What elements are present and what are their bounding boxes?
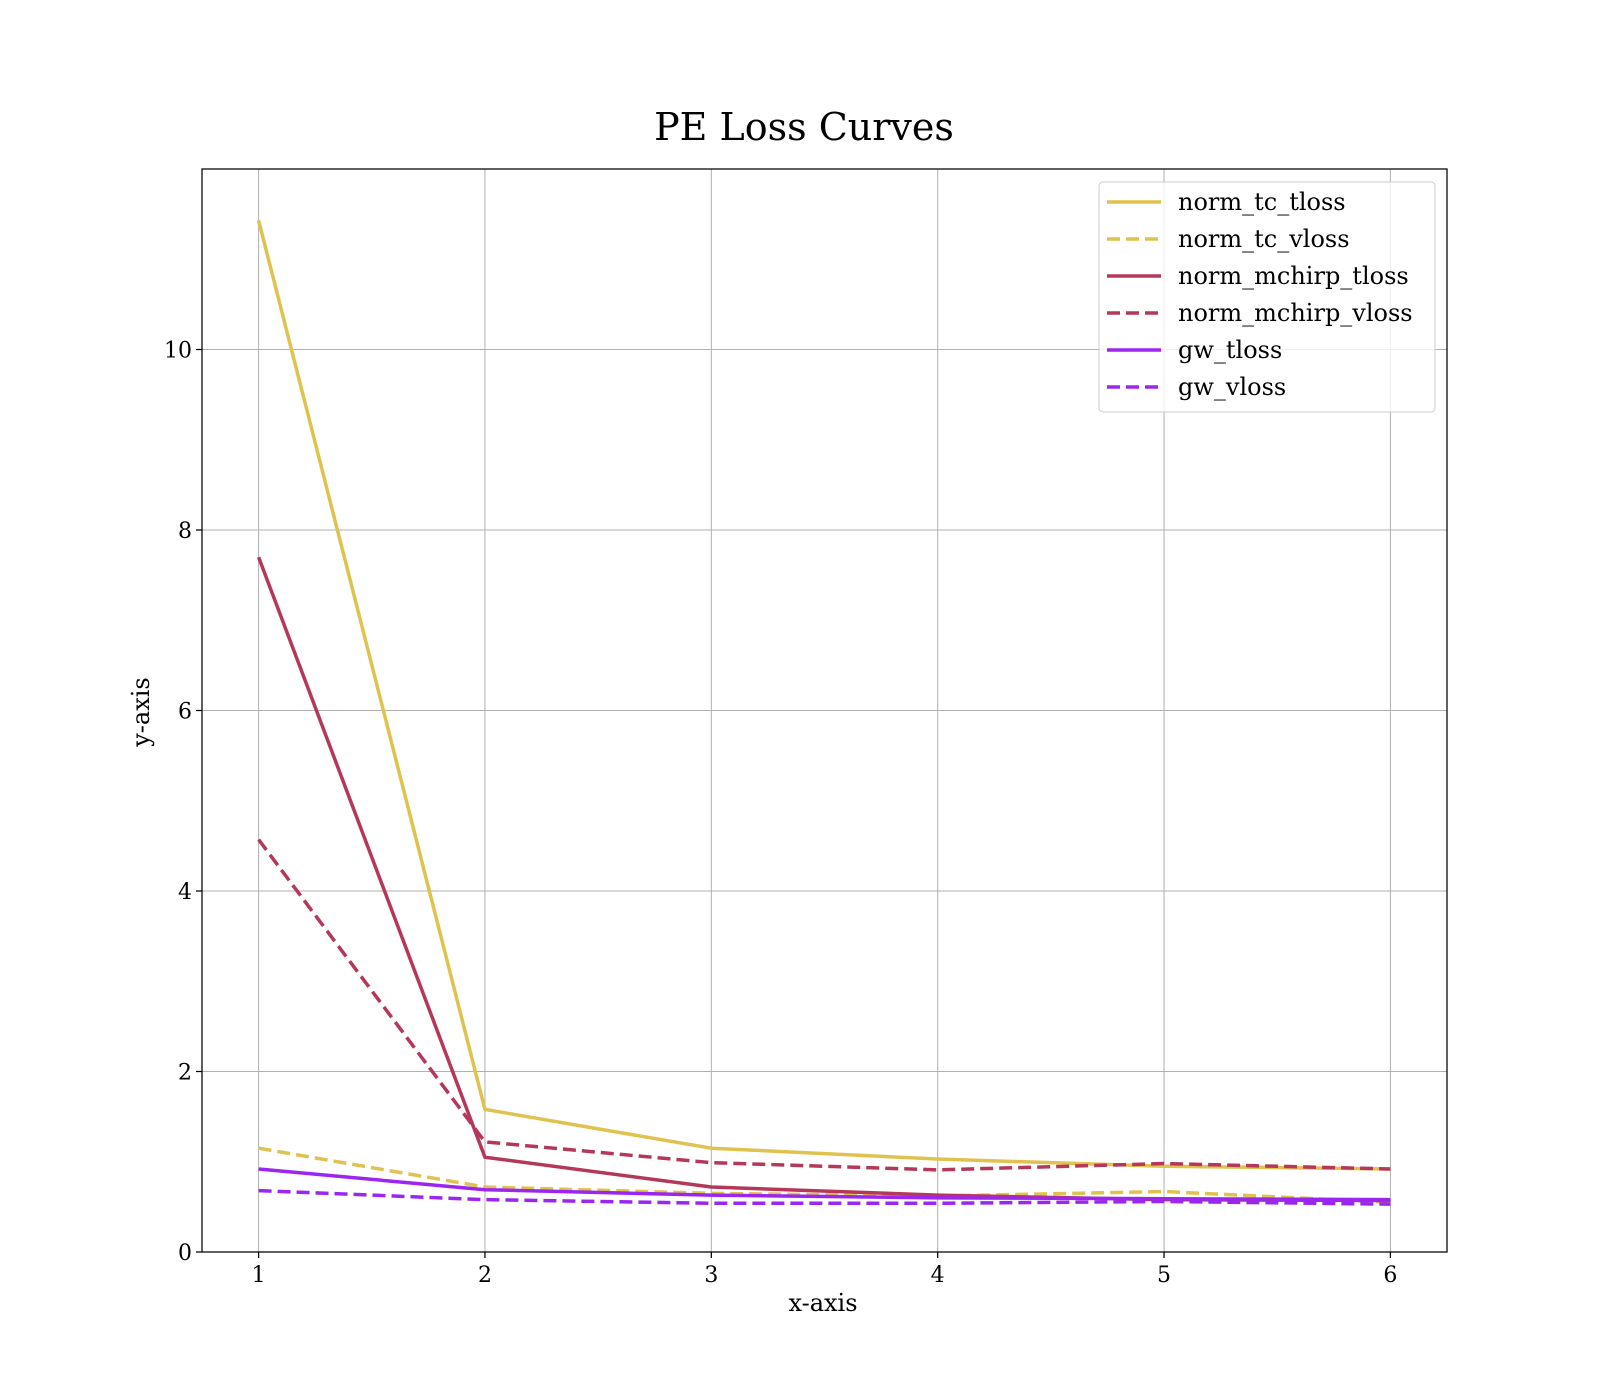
legend-label-norm-tc-tloss: norm_tc_tloss: [1178, 188, 1346, 216]
y-tick-label-10: 10: [164, 339, 192, 364]
legend-box: [1098, 181, 1436, 413]
series-line-gw-tloss: [258, 1167, 1391, 1202]
series-line-norm-tc-vloss: [258, 1146, 1391, 1205]
x-tick-label-4: 4: [931, 1263, 945, 1288]
chart-title: PE Loss Curves: [654, 105, 954, 149]
x-tick-label-6: 6: [1383, 1263, 1397, 1288]
legend-label-norm-mchirp-vloss: norm_mchirp_vloss: [1178, 299, 1413, 327]
series-line-norm-mchirp-vloss: [257, 838, 1391, 1172]
legend-label-gw-tloss: gw_tloss: [1178, 336, 1282, 364]
y-tick-label-0: 0: [178, 1241, 192, 1266]
series-line-gw-vloss: [258, 1188, 1391, 1206]
series-line-norm-tc-tloss: [256, 220, 1391, 1171]
series-layer: [256, 220, 1391, 1206]
x-tick-label-3: 3: [704, 1263, 718, 1288]
x-axis-label: x-axis: [788, 1289, 857, 1317]
y-tick-label-4: 4: [178, 880, 192, 905]
legend-label-norm-tc-vloss: norm_tc_vloss: [1178, 225, 1350, 253]
legend-label-gw-vloss: gw_vloss: [1178, 373, 1286, 401]
y-tick-label-6: 6: [178, 700, 192, 725]
x-tick-label-1: 1: [252, 1263, 266, 1288]
y-axis-label: y-axis: [127, 677, 155, 748]
x-tick-label-2: 2: [478, 1263, 492, 1288]
y-tick-label-8: 8: [178, 519, 192, 544]
x-tick-label-5: 5: [1157, 1263, 1171, 1288]
legend: norm_tc_tloss norm_tc_vloss norm_mchirp_tl…: [1098, 181, 1436, 413]
y-tick-label-2: 2: [178, 1061, 192, 1086]
tick-layer: 1 2 3 4 5 6 0 2 4 6 8 10: [164, 339, 1397, 1289]
legend-label-norm-mchirp-tloss: norm_mchirp_tloss: [1178, 262, 1409, 290]
series-line-norm-mchirp-tloss: [256, 556, 1391, 1203]
